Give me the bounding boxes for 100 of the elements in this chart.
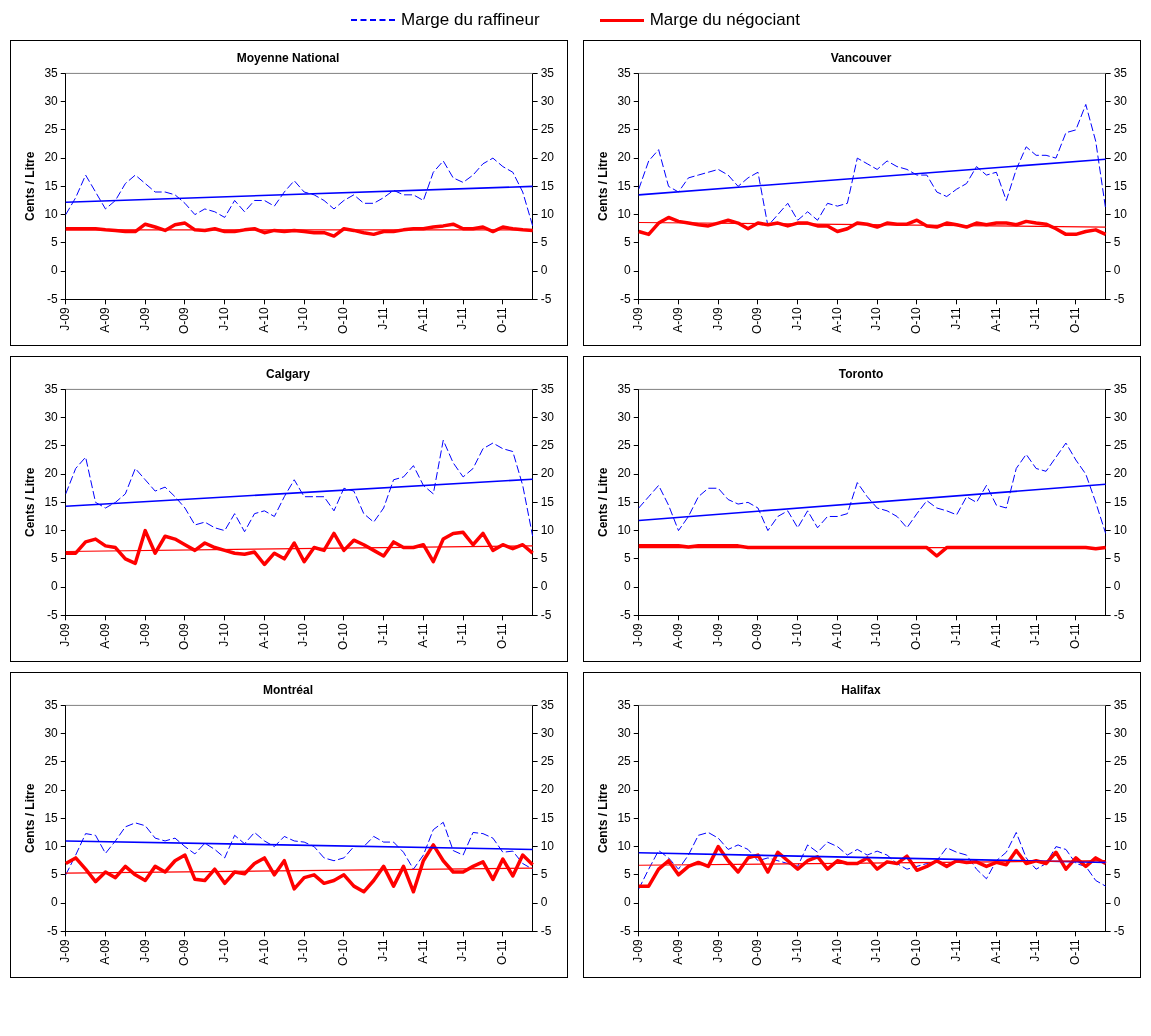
y-tick-label: 15	[44, 810, 59, 825]
x-tick-label: O-09	[177, 307, 192, 335]
y2-tick-label: 35	[540, 381, 555, 396]
y2-tick-label: 20	[540, 466, 555, 481]
y-tick-label: -5	[619, 291, 631, 306]
y2-tick-label: 30	[540, 409, 555, 424]
y2-tick-label: 30	[1113, 93, 1128, 108]
x-tick-label: A-09	[98, 939, 113, 965]
y2-tick-label: -5	[1113, 607, 1125, 622]
x-tick-label: J-10	[789, 623, 804, 647]
x-tick-label: J-11	[376, 623, 391, 646]
y2-tick-label: 35	[1113, 381, 1128, 396]
y-tick-label: -5	[47, 923, 59, 938]
y-tick-label: -5	[619, 923, 631, 938]
y-tick-label: 15	[44, 178, 59, 193]
y-axis-title: Cents / Litre	[22, 151, 37, 222]
y2-tick-label: 10	[540, 522, 555, 537]
y-tick-label: 20	[44, 466, 59, 481]
y-tick-label: 5	[623, 235, 631, 250]
x-tick-label: J-09	[137, 939, 152, 963]
x-tick-label: J-10	[869, 307, 884, 331]
x-tick-label: O-11	[1067, 307, 1082, 334]
y-tick-label: 0	[623, 263, 631, 278]
y2-tick-label: 25	[1113, 754, 1128, 769]
y-tick-label: 30	[44, 409, 59, 424]
y-tick-label: 5	[623, 867, 631, 882]
y2-tick-label: 5	[1113, 235, 1121, 250]
y2-tick-label: 35	[1113, 65, 1128, 80]
y-tick-label: 5	[51, 235, 59, 250]
y-tick-label: 0	[51, 579, 59, 594]
x-tick-label: A-11	[988, 939, 1003, 964]
x-tick-label: J-10	[789, 939, 804, 963]
y2-tick-label: 0	[1113, 895, 1121, 910]
y2-tick-label: 0	[540, 579, 548, 594]
x-tick-label: A-10	[256, 939, 271, 965]
y2-tick-label: 5	[540, 235, 548, 250]
y2-tick-label: 10	[540, 838, 555, 853]
y2-tick-label: 10	[1113, 522, 1128, 537]
y2-tick-label: 5	[1113, 867, 1121, 882]
y-tick-label: 0	[623, 579, 631, 594]
y-tick-label: 30	[617, 725, 631, 740]
y-tick-label: 10	[617, 206, 631, 221]
x-tick-label: A-10	[829, 307, 844, 333]
y2-tick-label: -5	[540, 291, 552, 306]
y2-tick-label: 25	[1113, 438, 1128, 453]
x-tick-label: A-09	[670, 623, 685, 649]
x-tick-label: J-09	[58, 307, 73, 331]
y2-tick-label: 10	[1113, 838, 1128, 853]
x-tick-label: J-10	[217, 623, 232, 647]
x-tick-label: J-09	[137, 623, 152, 647]
x-tick-label: J-10	[789, 307, 804, 331]
chart-title: Calgary	[266, 366, 311, 381]
x-tick-label: O-10	[908, 939, 923, 967]
y2-tick-label: 25	[1113, 122, 1128, 137]
y-tick-label: 5	[623, 551, 631, 566]
x-tick-label: J-09	[710, 307, 725, 331]
y-tick-label: 35	[617, 65, 631, 80]
x-tick-label: J-09	[630, 939, 645, 963]
y-tick-label: 0	[51, 263, 59, 278]
y2-tick-label: 20	[540, 782, 555, 797]
y-tick-label: 25	[44, 754, 59, 769]
y2-tick-label: 20	[1113, 150, 1128, 165]
x-tick-label: J-11	[1028, 939, 1043, 962]
y-tick-label: 35	[617, 697, 631, 712]
x-tick-label: J-11	[376, 939, 391, 962]
y-tick-label: 25	[44, 122, 59, 137]
y2-tick-label: 30	[540, 725, 555, 740]
y2-tick-label: 15	[1113, 810, 1128, 825]
chart-title: Moyenne National	[236, 50, 340, 65]
x-tick-label: O-09	[750, 623, 765, 651]
y-tick-label: 25	[617, 438, 631, 453]
x-tick-label: J-10	[296, 307, 311, 331]
y2-tick-label: 20	[540, 150, 555, 165]
y-tick-label: 25	[617, 122, 631, 137]
y2-tick-label: 35	[540, 65, 555, 80]
y-tick-label: 15	[617, 810, 631, 825]
y2-tick-label: -5	[1113, 291, 1125, 306]
y2-tick-label: 20	[1113, 782, 1128, 797]
x-tick-label: A-10	[256, 307, 271, 333]
x-tick-label: O-10	[908, 623, 923, 651]
x-tick-label: A-11	[988, 307, 1003, 332]
x-tick-label: J-11	[948, 939, 963, 962]
x-tick-label: O-11	[495, 939, 510, 966]
x-tick-label: J-09	[58, 623, 73, 647]
y2-tick-label: -5	[540, 607, 552, 622]
y2-tick-label: 5	[540, 867, 548, 882]
y-tick-label: 25	[44, 438, 59, 453]
x-tick-label: A-11	[415, 623, 430, 648]
y2-tick-label: 0	[1113, 579, 1121, 594]
y-tick-label: 15	[617, 494, 631, 509]
y2-tick-label: 25	[540, 122, 555, 137]
x-tick-label: A-11	[988, 623, 1003, 648]
x-tick-label: O-11	[1067, 939, 1082, 966]
x-tick-label: O-10	[336, 307, 351, 335]
legend-label: Marge du raffineur	[401, 10, 540, 30]
x-tick-label: J-09	[630, 307, 645, 331]
y-tick-label: 20	[617, 466, 631, 481]
x-tick-label: A-09	[98, 307, 113, 333]
x-tick-label: A-11	[415, 307, 430, 332]
y2-tick-label: 15	[540, 494, 555, 509]
